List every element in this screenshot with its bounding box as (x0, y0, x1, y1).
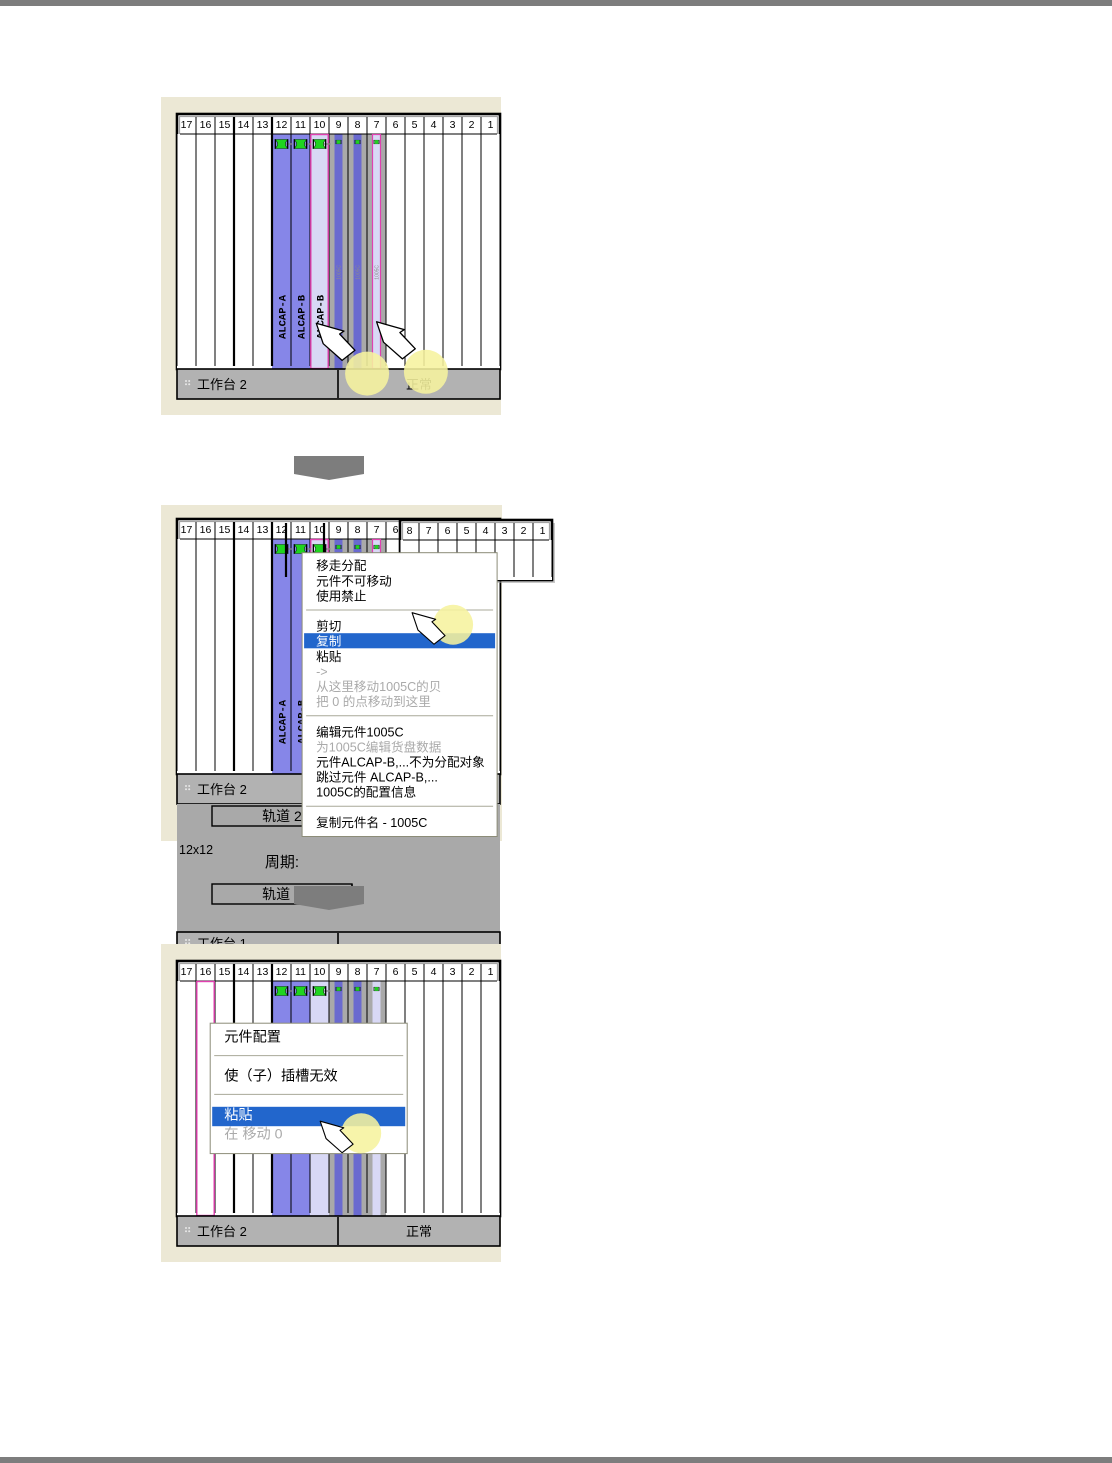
svg-text:粘贴: 粘贴 (224, 1107, 252, 1123)
svg-text:元件配置: 元件配置 (224, 1030, 281, 1046)
svg-text:使（子）插槽无效: 使（子）插槽无效 (224, 1068, 338, 1085)
svg-text:12: 12 (276, 966, 288, 978)
svg-text:3: 3 (450, 966, 456, 978)
svg-text:工作台 2: 工作台 2 (197, 1224, 247, 1239)
svg-text:5: 5 (412, 966, 418, 978)
svg-text:2: 2 (469, 966, 475, 978)
svg-text:6: 6 (393, 966, 399, 978)
svg-text:正常: 正常 (406, 1224, 432, 1239)
svg-text:4: 4 (431, 966, 437, 978)
svg-text:9: 9 (336, 966, 342, 978)
svg-text:在 移动 0: 在 移动 0 (224, 1127, 282, 1143)
svg-text:8: 8 (355, 966, 361, 978)
svg-text:1: 1 (488, 966, 494, 978)
svg-text:17: 17 (181, 966, 193, 978)
svg-text:13: 13 (257, 966, 269, 978)
svg-text:16: 16 (200, 966, 212, 978)
svg-text:14: 14 (238, 966, 250, 978)
svg-text:7: 7 (374, 966, 380, 978)
svg-text:10: 10 (314, 966, 326, 978)
svg-text:15: 15 (219, 966, 231, 978)
svg-text:11: 11 (295, 966, 306, 978)
